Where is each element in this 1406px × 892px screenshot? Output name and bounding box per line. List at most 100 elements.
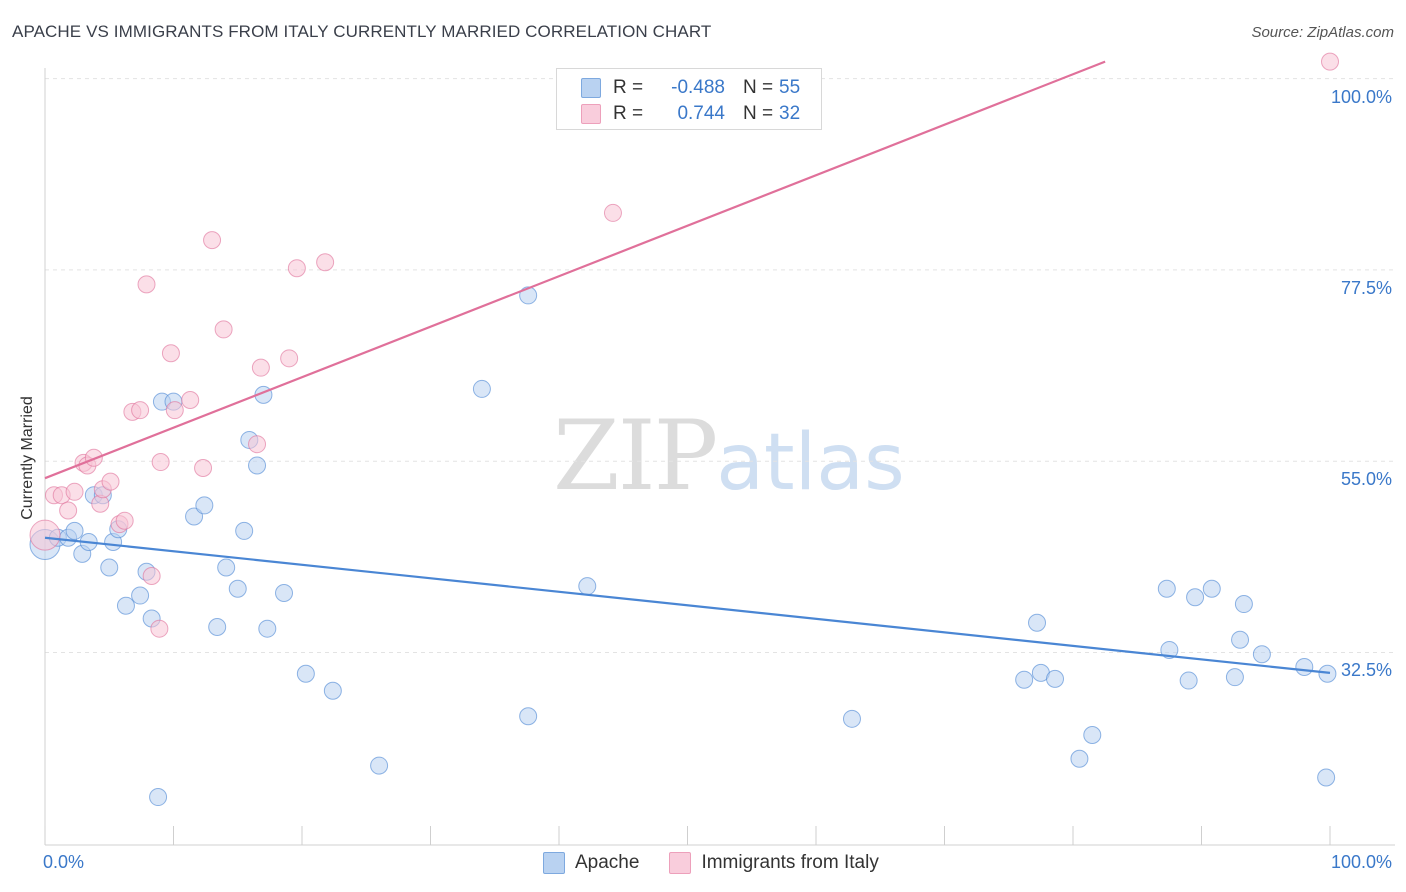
apache-point — [248, 456, 267, 475]
r-value: 0.744 — [677, 103, 725, 124]
italy-point — [181, 390, 200, 409]
italy-trend-line — [44, 60, 1106, 480]
apache-point — [65, 521, 84, 540]
apache-point — [323, 681, 342, 700]
italy-point — [280, 349, 299, 368]
apache-points — [29, 286, 1337, 807]
n-value: 32 — [779, 103, 801, 124]
apache-point — [1225, 668, 1244, 687]
apache-point — [1157, 579, 1176, 598]
legend-item-apache[interactable]: Apache — [543, 852, 639, 874]
correlation-legend: R = -0.488 N = 55 R = 0.744 N = 32 — [556, 68, 822, 130]
italy-point — [316, 253, 335, 272]
italy-point — [115, 511, 134, 530]
apache-point — [100, 558, 119, 577]
italy-swatch — [669, 852, 692, 874]
apache-point — [195, 496, 214, 515]
legend-label: Apache — [575, 852, 640, 873]
italy-point — [29, 519, 61, 551]
apache-point — [1252, 645, 1271, 664]
gridlines — [45, 78, 1395, 653]
apache-point — [1186, 588, 1205, 607]
series-legend: Apache Immigrants from Italy — [543, 852, 909, 874]
y-tick-label-55: 55.0% — [1340, 469, 1392, 489]
italy-swatch — [581, 104, 601, 124]
apache-point — [1202, 579, 1221, 598]
n-label: N = — [743, 77, 774, 98]
apache-point — [258, 619, 277, 638]
italy-point — [214, 320, 233, 339]
legend-row-italy: R = 0.744 N = 32 — [581, 101, 800, 127]
apache-point — [149, 788, 168, 807]
watermark-atlas: atlas — [716, 418, 905, 508]
apache-point — [1046, 669, 1065, 688]
chart-title: APACHE VS IMMIGRANTS FROM ITALY CURRENTL… — [12, 22, 712, 41]
apache-point — [116, 596, 135, 615]
source-label: Source: ZipAtlas.com — [1251, 24, 1394, 41]
x-tick-label-100: 100.0% — [1330, 852, 1392, 872]
apache-swatch — [581, 78, 601, 98]
apache-point — [275, 583, 294, 602]
apache-point — [842, 709, 861, 728]
italy-point — [194, 459, 213, 478]
apache-point — [1317, 768, 1336, 787]
apache-point — [1028, 613, 1047, 632]
italy-point — [150, 619, 169, 638]
apache-point — [1295, 657, 1314, 676]
y-axis-label: Currently Married — [19, 396, 36, 520]
apache-swatch — [543, 852, 565, 874]
apache-point — [472, 379, 491, 398]
y-tick-label-100: 100.0% — [1330, 87, 1392, 107]
italy-point — [59, 501, 78, 520]
x-tick-label-0: 0.0% — [43, 852, 85, 872]
italy-points — [29, 52, 1339, 638]
apache-point — [578, 577, 597, 596]
italy-point — [151, 453, 170, 472]
apache-point — [131, 586, 150, 605]
r-label: R = — [613, 103, 644, 124]
n-label: N = — [743, 103, 774, 124]
y-tick-label-77-5: 77.5% — [1340, 278, 1392, 298]
italy-point — [248, 435, 267, 454]
trend-lines — [44, 60, 1331, 674]
italy-point — [84, 448, 103, 467]
apache-point — [1070, 749, 1089, 768]
n-value: 55 — [779, 77, 801, 98]
r-value: -0.488 — [671, 77, 725, 98]
r-label: R = — [613, 77, 644, 98]
apache-point — [296, 664, 315, 683]
y-tick-label-32-5: 32.5% — [1340, 660, 1392, 680]
apache-point — [1015, 670, 1034, 689]
apache-point — [1318, 664, 1337, 683]
italy-point — [1321, 52, 1339, 71]
watermark: ZIPatlas — [553, 400, 905, 512]
apache-point — [228, 579, 247, 598]
apache-point — [370, 756, 389, 775]
italy-point — [287, 259, 306, 278]
italy-point — [251, 358, 270, 377]
italy-point — [203, 231, 222, 250]
italy-point — [161, 344, 180, 363]
italy-point — [65, 482, 84, 501]
axes — [44, 68, 1395, 846]
italy-point — [137, 275, 156, 294]
apache-point — [1083, 725, 1102, 744]
apache-point — [1179, 671, 1198, 690]
apache-trend-line — [44, 536, 1331, 674]
apache-point — [208, 617, 227, 636]
legend-row-apache: R = -0.488 N = 55 — [581, 75, 800, 101]
apache-point — [217, 558, 236, 577]
apache-point — [235, 521, 254, 540]
apache-point — [1234, 595, 1253, 614]
apache-point — [1160, 640, 1179, 659]
italy-point — [142, 566, 161, 585]
legend-item-italy[interactable]: Immigrants from Italy — [669, 852, 879, 874]
apache-point — [185, 507, 204, 526]
apache-point — [1231, 630, 1250, 649]
apache-point — [519, 707, 538, 726]
italy-point — [101, 472, 120, 491]
italy-point — [603, 203, 622, 222]
italy-point — [131, 401, 150, 420]
legend-label: Immigrants from Italy — [701, 852, 879, 873]
